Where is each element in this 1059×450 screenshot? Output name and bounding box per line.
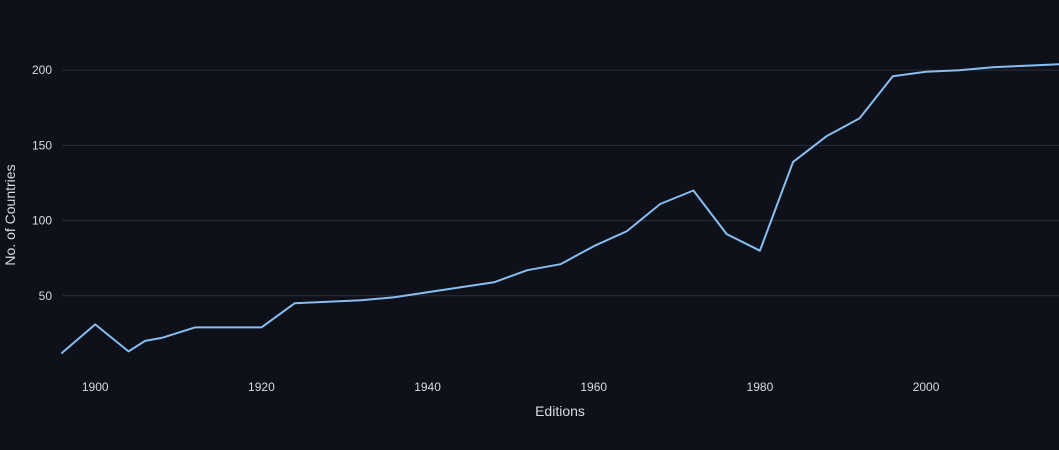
series-line-0 [61, 63, 1059, 354]
y-tick-label: 150 [32, 138, 52, 152]
y-tick-label: 200 [32, 63, 52, 77]
x-axis-ticks: 1900 1920 1940 1960 1980 2000 [82, 380, 940, 394]
x-tick-label: 1960 [580, 380, 607, 394]
x-tick-label: 1920 [248, 380, 275, 394]
x-tick-label: 1980 [747, 380, 774, 394]
x-tick-label: 1900 [82, 380, 109, 394]
x-axis-title: Editions [535, 403, 585, 419]
y-axis-title: No. of Countries [2, 164, 18, 265]
y-axis-ticks: 50 100 150 200 [32, 63, 52, 303]
y-tick-label: 50 [39, 289, 53, 303]
x-tick-label: 1940 [414, 380, 441, 394]
y-tick-label: 100 [32, 214, 52, 228]
x-tick-label: 2000 [913, 380, 940, 394]
series-layer [61, 63, 1059, 354]
gridlines [62, 69, 1059, 297]
